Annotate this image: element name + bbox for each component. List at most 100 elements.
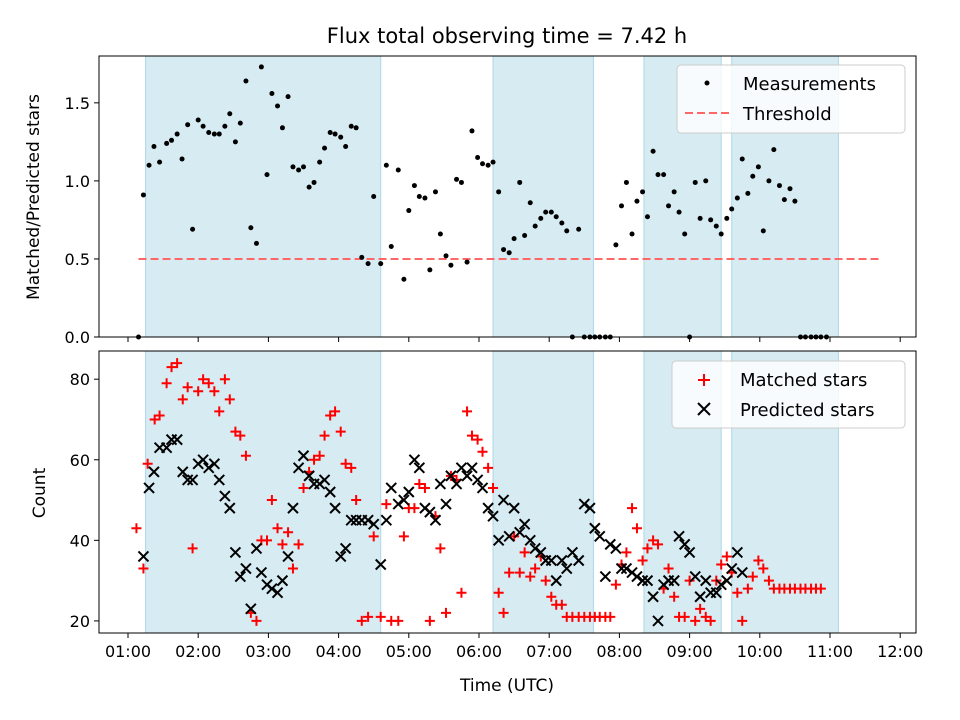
- measurement-point: [553, 214, 559, 220]
- top-panel-x-ticks: [127, 337, 901, 342]
- measurement-point: [227, 111, 233, 117]
- matched-star-point: [214, 406, 225, 417]
- matched-star-point: [695, 603, 706, 614]
- measurement-point: [448, 262, 454, 268]
- measurement-point: [338, 134, 344, 140]
- matched-star-point: [466, 430, 477, 441]
- matched-star-point: [653, 539, 664, 550]
- measurement-point: [506, 250, 512, 256]
- predicted-star-point: [471, 474, 484, 486]
- bottom-legend-box: [671, 360, 906, 429]
- predicted-star-point: [213, 474, 225, 486]
- matched-star-point: [472, 434, 483, 445]
- matched-star-point: [166, 362, 177, 373]
- matched-star-point: [684, 575, 695, 586]
- measurement-point: [371, 194, 377, 199]
- measurement-point: [760, 228, 766, 234]
- matched-star-point: [690, 615, 701, 626]
- matched-star-point: [679, 611, 690, 622]
- measurement-point: [469, 128, 475, 134]
- matched-star-point: [414, 478, 425, 489]
- matched-star-point: [758, 563, 769, 574]
- predicted-star-point: [160, 441, 173, 454]
- predicted-star-point: [398, 494, 410, 506]
- measurement-point: [383, 162, 389, 168]
- measurement-point: [432, 189, 438, 195]
- matched-star-point: [525, 571, 536, 582]
- measurement-point: [661, 172, 667, 178]
- measurement-point: [185, 122, 191, 128]
- predicted-star-point: [584, 502, 596, 514]
- measurement-point: [697, 215, 703, 221]
- measurement-point: [359, 254, 365, 260]
- predicted-star-point: [181, 474, 194, 486]
- predicted-star-point: [229, 546, 242, 559]
- predicted-star-point: [604, 538, 616, 551]
- predicted-star-point: [492, 534, 505, 547]
- predicted-star-point: [292, 462, 305, 474]
- matched-star-point: [193, 386, 204, 397]
- matched-star-point: [287, 563, 298, 574]
- matched-star-point: [477, 446, 488, 457]
- measurement-point: [378, 261, 384, 267]
- measurement-point: [613, 242, 619, 248]
- predicted-star-point: [572, 554, 585, 567]
- matched-star-point: [375, 611, 386, 622]
- predicted-star-point: [561, 562, 573, 575]
- measurement-point: [279, 125, 285, 131]
- observing-interval: [145, 350, 382, 634]
- matched-star-point: [441, 607, 452, 618]
- bottom-panel-ylabel: Count: [30, 467, 50, 518]
- matched-star-point: [753, 555, 764, 566]
- matched-star-point: [669, 591, 680, 602]
- measurement-point: [713, 223, 719, 229]
- measurement-point: [708, 217, 714, 223]
- measurement-point: [388, 243, 394, 249]
- matched-star-point: [488, 482, 499, 493]
- predicted-star-point: [524, 534, 536, 547]
- x-tick-label: 11:00: [807, 642, 853, 661]
- measurement-point: [676, 209, 682, 215]
- measurement-point: [443, 253, 449, 259]
- matched-star-point: [519, 547, 530, 558]
- predicted-star-point: [297, 450, 310, 462]
- predicted-star-point: [683, 546, 696, 559]
- predicted-star-point: [137, 550, 150, 563]
- matched-star-point: [309, 454, 320, 465]
- matched-star-point: [172, 358, 183, 369]
- measurement-point: [629, 231, 635, 237]
- matched-star-point: [627, 503, 638, 514]
- measurement-point: [437, 231, 443, 237]
- predicted-star-point: [282, 550, 294, 563]
- predicted-star-point: [518, 518, 531, 530]
- bottom-panel-x-ticks: 01:00 02:00 03:00 04:00 05:00 06:00 07:00 08:00…: [105, 633, 923, 661]
- matched-star-point: [419, 482, 430, 493]
- x-tick-label: 09:00: [667, 642, 713, 661]
- measurement-point: [644, 214, 650, 220]
- measurement-point: [222, 123, 228, 129]
- measurement-point: [296, 167, 302, 173]
- bottom-panel-frame: [98, 350, 917, 634]
- measurement-point: [422, 195, 428, 201]
- matched-star-point: [456, 587, 467, 598]
- measurement-point: [538, 215, 544, 221]
- measurement-point: [771, 147, 777, 153]
- predicted-star-point: [620, 562, 633, 575]
- measurement-point: [343, 144, 349, 150]
- matched-star-point: [363, 611, 374, 622]
- matched-star-point: [737, 615, 748, 626]
- x-tick-label: 04:00: [316, 642, 362, 661]
- matched-star-point: [346, 462, 357, 473]
- matched-star-point: [356, 615, 367, 626]
- measurement-point: [332, 131, 338, 137]
- predicted-star-point: [514, 526, 526, 538]
- chart-title: Flux total observing time = 7.42 h: [327, 24, 687, 48]
- matched-star-point: [319, 430, 330, 441]
- x-tick-label: 08:00: [596, 642, 642, 661]
- measurement-point: [543, 209, 549, 215]
- measurement-point: [275, 103, 281, 109]
- measurement-point: [745, 190, 751, 196]
- x-tick-label: 12:00: [877, 642, 923, 661]
